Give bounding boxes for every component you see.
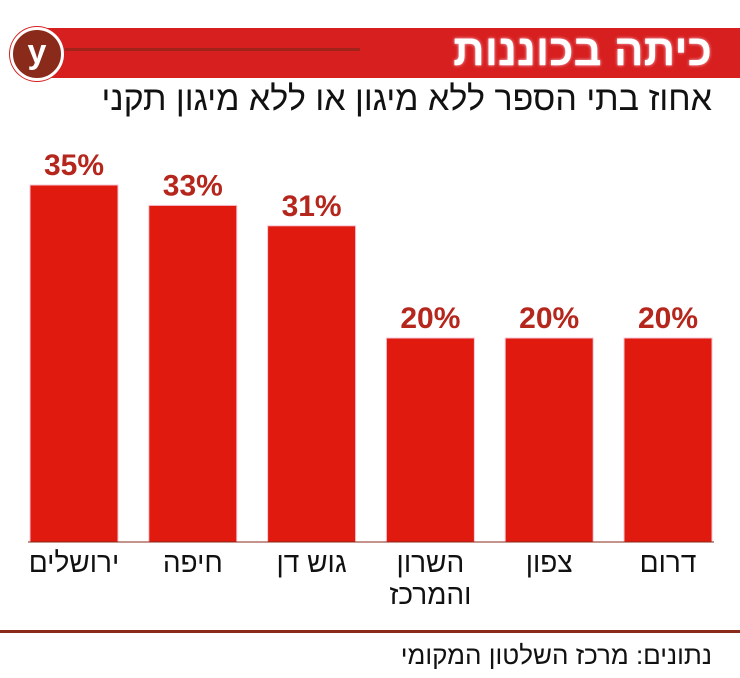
category-label: ירושלים <box>29 547 119 578</box>
bar-2 <box>267 225 357 543</box>
bar-4 <box>504 337 594 543</box>
logo: y <box>10 27 64 81</box>
category-label: חיפה <box>163 547 223 578</box>
data-label: 20% <box>519 302 579 335</box>
category-label: והמרכז <box>389 579 471 610</box>
decorative-line <box>60 48 360 51</box>
bar-0 <box>29 184 119 543</box>
category-label: גוש דן <box>277 547 347 578</box>
category-label: צפון <box>526 547 573 578</box>
data-label: 33% <box>163 169 223 202</box>
bar-5 <box>623 337 713 543</box>
data-label: 20% <box>400 302 460 335</box>
category-label: השרון <box>397 547 465 578</box>
data-label: 35% <box>44 149 104 182</box>
chart-title: כיתה בכוננות <box>453 26 712 75</box>
bar-3 <box>385 337 475 543</box>
bar-chart: 35% ירושלים 33% חיפה 31% גוש דן 20% השרוןוהמרכז… <box>28 149 714 610</box>
footer-divider <box>0 630 740 633</box>
data-label: 20% <box>638 302 698 335</box>
bar-1 <box>148 204 238 543</box>
title-band <box>40 28 740 78</box>
chart-subtitle: אחוז בתי הספר ללא מיגון או ללא מיגון תקנ… <box>101 80 713 118</box>
data-label: 31% <box>282 190 342 223</box>
category-label: דרום <box>640 547 697 578</box>
source-note: נתונים: מרכז השלטון המקומי <box>400 640 712 670</box>
